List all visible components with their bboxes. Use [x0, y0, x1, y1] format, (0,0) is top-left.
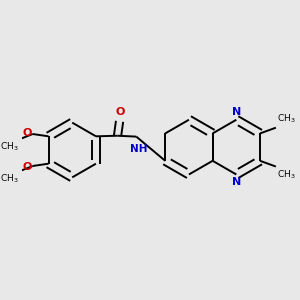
Text: O: O — [22, 162, 32, 172]
Text: NH: NH — [130, 144, 147, 154]
Text: O: O — [115, 107, 124, 117]
Text: N: N — [232, 107, 241, 117]
Text: N: N — [232, 177, 241, 187]
Text: CH$_3$: CH$_3$ — [277, 169, 296, 182]
Text: CH$_3$: CH$_3$ — [0, 172, 19, 185]
Text: O: O — [22, 128, 32, 138]
Text: CH$_3$: CH$_3$ — [0, 141, 19, 153]
Text: CH$_3$: CH$_3$ — [277, 113, 296, 125]
